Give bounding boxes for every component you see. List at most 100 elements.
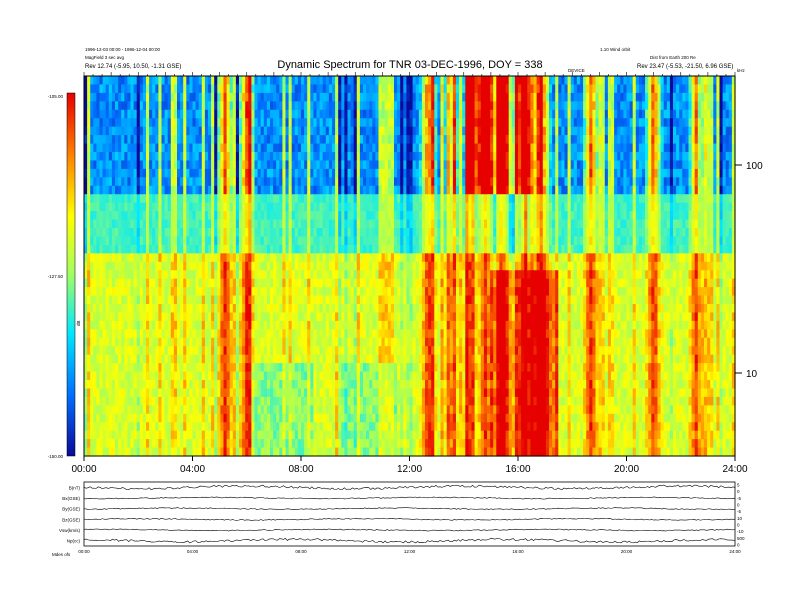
spectrogram-cell [192, 447, 197, 457]
spectrogram-cell [412, 194, 417, 204]
spectrogram-cell [291, 177, 296, 187]
spectrogram-cell [322, 152, 327, 162]
spectrogram-cell [322, 211, 327, 221]
spectrogram-cell [390, 363, 395, 373]
spectrogram-cell [291, 371, 296, 381]
spectrogram-cell [192, 194, 197, 204]
spectrogram-cell [263, 194, 268, 204]
spectrogram-cell [390, 320, 395, 330]
spectrogram-cell [397, 135, 401, 145]
spectrogram-cell [195, 253, 200, 263]
spectrogram-cell [133, 228, 138, 238]
spectrogram-cell [223, 219, 228, 229]
spectrogram-cell [366, 413, 370, 423]
spectrogram-cell [158, 380, 163, 390]
spectrogram-cell [304, 211, 308, 221]
spectrogram-cell [418, 388, 423, 398]
spectrogram-cell [208, 320, 212, 330]
spectrogram-cell [180, 278, 184, 288]
spectrogram-cell [304, 304, 308, 314]
spectrogram-cell [183, 439, 187, 449]
spectrogram-cell [325, 287, 330, 297]
spectrogram-cell [425, 202, 429, 212]
spectrogram-cell [322, 228, 327, 238]
spectrogram-cell [285, 413, 290, 423]
spectrogram-cell [319, 177, 324, 187]
spectrogram-cell [251, 244, 256, 254]
spectrogram-cell [263, 304, 268, 314]
spectrogram-cell [192, 219, 197, 229]
spectrogram-cell [105, 143, 110, 153]
spectrogram-cell [387, 304, 392, 314]
spectrogram-cell [198, 320, 203, 330]
spectrogram-cell [400, 219, 404, 229]
spectrogram-cell [164, 270, 169, 280]
spectrogram-cell [235, 219, 240, 229]
spectrogram-cell [279, 177, 283, 187]
spectrogram-cell [378, 109, 383, 119]
spectrogram-cell [304, 295, 308, 305]
spectrogram-cell [288, 219, 293, 229]
spectrogram-cell [425, 363, 429, 373]
spectrogram-cell [217, 101, 221, 111]
spectrogram-cell [87, 84, 91, 94]
spectrogram-cell [328, 101, 333, 111]
spectrogram-cell [381, 337, 386, 347]
spectrogram-cell [341, 295, 345, 305]
spectrogram-cell [316, 118, 321, 128]
spectrogram-cell [118, 430, 122, 440]
spectrogram-cell [356, 185, 361, 195]
spectrogram-cell [335, 253, 339, 263]
spectrogram-cell [412, 447, 417, 457]
spectrogram-cell [273, 261, 277, 271]
spectrogram-cell [375, 76, 380, 86]
spectrogram-cell [217, 354, 221, 364]
spectrogram-cell [235, 118, 240, 128]
spectrogram-cell [270, 320, 274, 330]
spectrogram-cell [170, 177, 175, 187]
spectrogram-cell [270, 228, 274, 238]
spectrogram-cell [167, 84, 172, 94]
spectrogram-cell [164, 396, 169, 406]
spectrogram-cell [400, 211, 404, 221]
spectrogram-cell [245, 329, 249, 339]
spectrogram-cell [319, 346, 324, 356]
spectrogram-cell [297, 219, 302, 229]
spectrogram-cell [394, 109, 398, 119]
spectrogram-cell [279, 211, 283, 221]
spectrogram-cell [158, 405, 163, 415]
spectrogram-cell [341, 202, 345, 212]
spectrogram-cell [220, 287, 225, 297]
spectrogram-cell [248, 413, 252, 423]
spectrogram-cell [260, 143, 265, 153]
spectrogram-cell [294, 430, 299, 440]
spectrogram-cell [412, 109, 417, 119]
spectrogram-cell [350, 405, 355, 415]
spectrogram-cell [273, 109, 277, 119]
spectrogram-cell [394, 101, 398, 111]
spectrogram-cell [372, 447, 376, 457]
spectrogram-cell [177, 177, 181, 187]
spectrogram-cell [158, 287, 163, 297]
spectrogram-cell [87, 185, 91, 195]
spectrogram-cell [161, 337, 166, 347]
spectrogram-cell [409, 278, 414, 288]
spectrogram-cell [149, 160, 153, 170]
spectrogram-cell [384, 447, 389, 457]
spectrogram-cell [189, 244, 194, 254]
spectrogram-cell [319, 447, 324, 457]
spectrogram-cell [421, 422, 426, 432]
spectrogram-cell [201, 109, 206, 119]
spectrogram-cell [291, 101, 296, 111]
spectrogram-cell [378, 430, 383, 440]
spectrogram-cell [353, 143, 358, 153]
spectrogram-cell [297, 152, 302, 162]
spectrogram-cell [307, 278, 311, 288]
spectrogram-cell [195, 320, 200, 330]
spectrogram-cell [152, 211, 156, 221]
spectrogram-cell [406, 422, 411, 432]
spectrogram-cell [226, 228, 231, 238]
spectrogram-cell [183, 380, 187, 390]
spectrogram-cell [198, 118, 203, 128]
spectrogram-cell [201, 388, 206, 398]
